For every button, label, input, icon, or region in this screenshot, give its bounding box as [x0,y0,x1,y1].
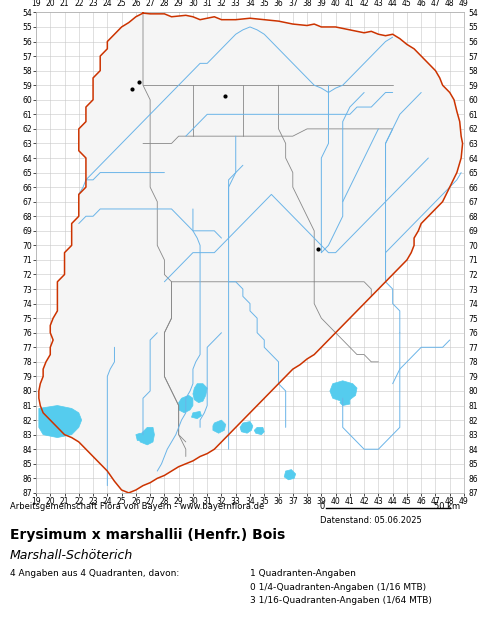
Text: 3 1/16-Quadranten-Angaben (1/64 MTB): 3 1/16-Quadranten-Angaben (1/64 MTB) [250,596,432,606]
Text: Datenstand: 05.06.2025: Datenstand: 05.06.2025 [320,516,422,525]
Text: 1 Quadranten-Angaben: 1 Quadranten-Angaben [250,569,356,578]
Polygon shape [254,427,264,435]
Polygon shape [340,398,350,405]
Polygon shape [39,405,82,438]
Text: Arbeitsgemeinschaft Flora von Bayern - www.bayernflora.de: Arbeitsgemeinschaft Flora von Bayern - w… [10,502,264,512]
Text: 4 Angaben aus 4 Quadranten, davon:: 4 Angaben aus 4 Quadranten, davon: [10,569,179,578]
Polygon shape [284,469,296,480]
Polygon shape [138,427,154,445]
Polygon shape [213,420,226,433]
Text: 0: 0 [320,502,325,512]
Polygon shape [192,411,202,418]
Polygon shape [330,381,357,401]
Text: Marshall-Schöterich: Marshall-Schöterich [10,549,133,562]
Polygon shape [136,433,143,440]
Polygon shape [240,422,253,433]
Polygon shape [178,396,193,413]
Polygon shape [193,384,207,402]
Text: 50 km: 50 km [434,502,460,512]
Text: 0 1/4-Quadranten-Angaben (1/16 MTB): 0 1/4-Quadranten-Angaben (1/16 MTB) [250,583,426,592]
Text: Erysimum x marshallii (Henfr.) Bois: Erysimum x marshallii (Henfr.) Bois [10,528,285,542]
Polygon shape [39,13,463,493]
